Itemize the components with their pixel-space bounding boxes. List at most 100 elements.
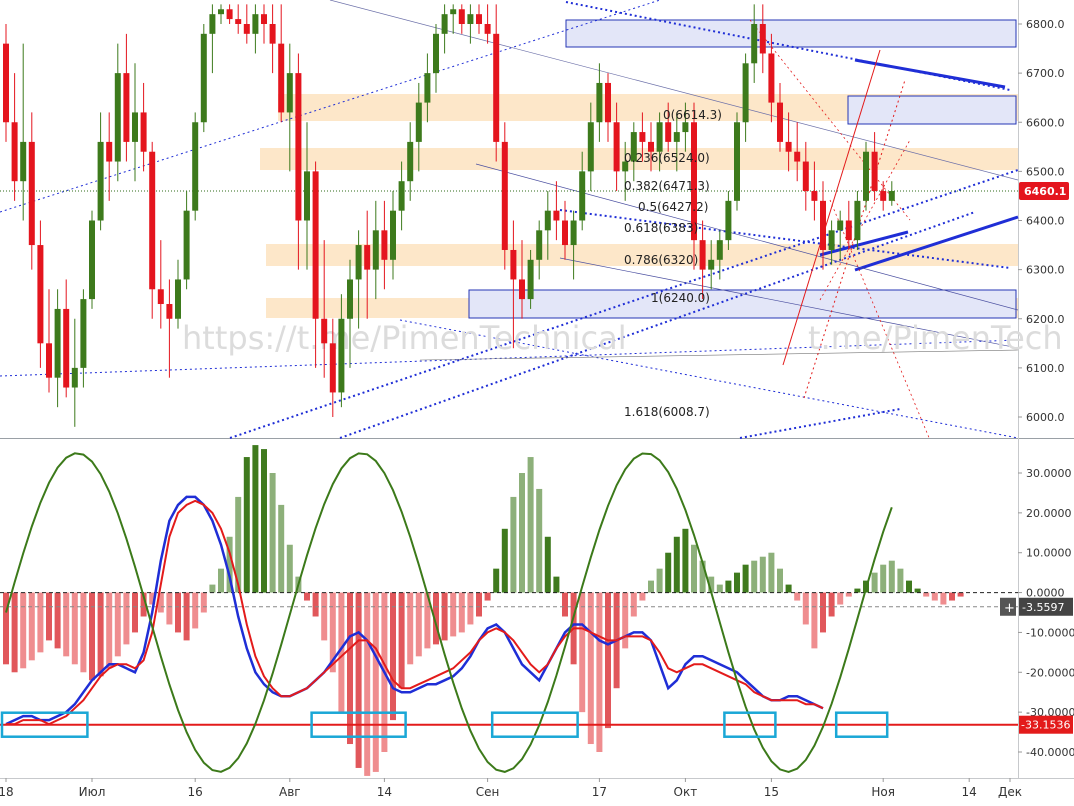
candle-body[interactable] (837, 220, 844, 231)
candle-body[interactable] (759, 24, 766, 54)
candle-body[interactable] (656, 122, 663, 152)
candle-body[interactable] (355, 245, 362, 280)
trend-line[interactable] (819, 139, 911, 301)
candle-body[interactable] (415, 102, 422, 142)
candle-body[interactable] (484, 24, 491, 34)
candle-body[interactable] (751, 24, 758, 64)
candle-body[interactable] (97, 141, 104, 221)
candle-body[interactable] (218, 9, 224, 15)
candle-body[interactable] (80, 299, 87, 368)
candle-body[interactable] (777, 102, 783, 142)
candle-body[interactable] (63, 308, 70, 388)
candle-body[interactable] (106, 141, 113, 162)
candle-body[interactable] (613, 122, 620, 172)
trend-line[interactable] (339, 211, 976, 439)
candle-body[interactable] (605, 82, 611, 123)
candle-body[interactable] (871, 151, 878, 192)
candle-body[interactable] (639, 132, 646, 142)
candle-body[interactable] (828, 230, 835, 250)
candle-body[interactable] (725, 200, 732, 241)
candle-body[interactable] (433, 33, 439, 74)
trend-line[interactable] (559, 209, 1011, 269)
candle-body[interactable] (3, 43, 9, 123)
candle-body[interactable] (570, 220, 577, 246)
candle-body[interactable] (673, 132, 680, 142)
trend-line[interactable] (0, 0, 661, 213)
candle-body[interactable] (123, 73, 130, 142)
candle-body[interactable] (742, 63, 749, 123)
candle-body[interactable] (476, 14, 482, 24)
candle-body[interactable] (381, 230, 388, 260)
candle-body[interactable] (372, 230, 379, 270)
plus-button[interactable] (1000, 597, 1016, 616)
candle-body[interactable] (312, 171, 319, 319)
candle-body[interactable] (820, 200, 826, 250)
trend-line[interactable] (782, 49, 881, 366)
candle-body[interactable] (132, 112, 138, 142)
candle-body[interactable] (648, 141, 654, 152)
candle-body[interactable] (37, 245, 44, 344)
candle-body[interactable] (553, 210, 560, 221)
candle-body[interactable] (140, 112, 147, 152)
candle-body[interactable] (587, 122, 594, 172)
candle-body[interactable] (28, 141, 35, 246)
candle-body[interactable] (519, 279, 525, 300)
candle-body[interactable] (682, 122, 689, 133)
candle-body[interactable] (243, 24, 250, 34)
candle-body[interactable] (200, 33, 207, 123)
candle-body[interactable] (510, 249, 517, 280)
trend-line[interactable] (565, 1, 1011, 91)
candle-body[interactable] (46, 343, 52, 378)
candle-body[interactable] (252, 14, 259, 34)
candle-body[interactable] (536, 230, 543, 260)
candle-body[interactable] (622, 161, 629, 172)
candle-body[interactable] (501, 141, 508, 250)
candle-body[interactable] (699, 240, 706, 270)
candle-body[interactable] (11, 122, 18, 182)
candle-body[interactable] (321, 318, 328, 344)
candle-body[interactable] (347, 279, 353, 319)
candle-body[interactable] (802, 161, 809, 192)
candle-body[interactable] (226, 9, 233, 20)
candle-body[interactable] (458, 9, 465, 24)
candle-body[interactable] (880, 191, 887, 201)
candle-body[interactable] (89, 220, 95, 300)
candle-body[interactable] (157, 289, 164, 305)
candle-body[interactable] (329, 343, 336, 393)
candle-body[interactable] (54, 308, 61, 378)
candle-body[interactable] (845, 220, 852, 241)
candle-body[interactable] (527, 259, 534, 300)
trend-line[interactable] (419, 349, 1019, 361)
candle-body[interactable] (278, 43, 285, 113)
trend-line[interactable] (854, 58, 1006, 89)
candle-body[interactable] (562, 220, 568, 246)
candle-body[interactable] (630, 132, 637, 162)
candle-body[interactable] (286, 73, 293, 113)
candle-body[interactable] (149, 151, 156, 290)
candle-body[interactable] (114, 73, 121, 162)
candle-body[interactable] (579, 171, 586, 221)
candle-body[interactable] (716, 240, 723, 260)
candle-body[interactable] (493, 33, 500, 142)
candle-body[interactable] (192, 122, 199, 211)
candle-body[interactable] (863, 151, 869, 201)
candle-body[interactable] (450, 9, 457, 15)
candle-body[interactable] (794, 151, 801, 162)
candle-body[interactable] (888, 191, 895, 201)
candle-body[interactable] (424, 73, 431, 103)
candle-body[interactable] (269, 24, 276, 44)
trend-line[interactable] (475, 163, 1019, 311)
trend-line[interactable] (829, 199, 931, 441)
candle-body[interactable] (407, 141, 414, 182)
candle-body[interactable] (691, 122, 697, 241)
candle-body[interactable] (785, 141, 792, 152)
candle-body[interactable] (708, 259, 715, 270)
candle-body[interactable] (544, 210, 551, 231)
candle-body[interactable] (166, 304, 173, 319)
trend-line[interactable] (739, 408, 901, 439)
candle-body[interactable] (304, 171, 310, 221)
candle-body[interactable] (235, 19, 242, 24)
candle-body[interactable] (398, 181, 405, 211)
candle-body[interactable] (71, 367, 78, 388)
candle-body[interactable] (183, 210, 190, 280)
